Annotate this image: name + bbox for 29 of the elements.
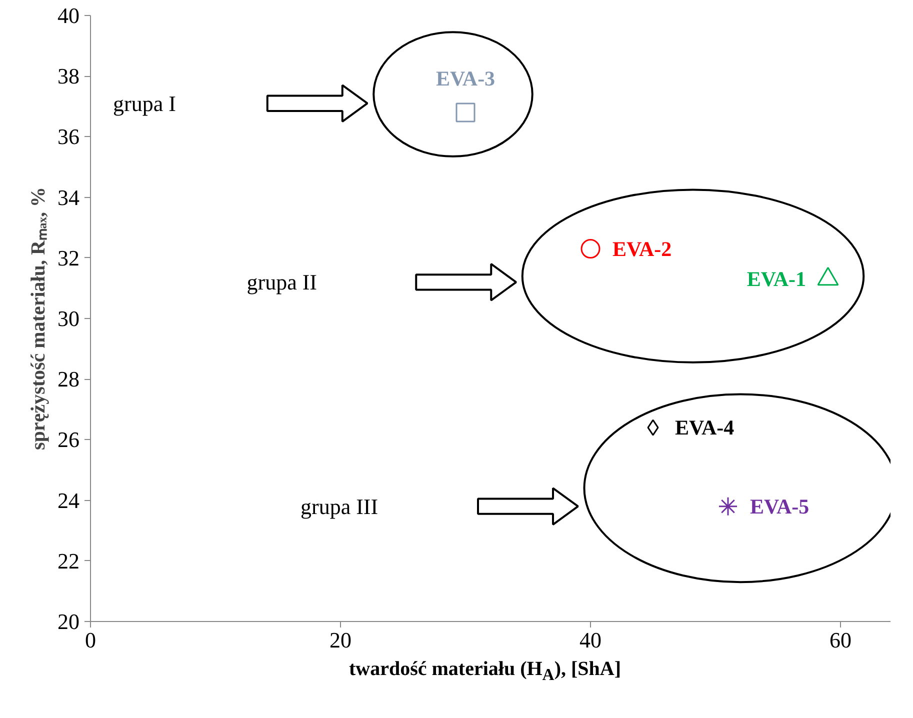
x-tick-label: 40: [580, 628, 602, 652]
point: [580, 239, 600, 259]
x-tick-label: 20: [330, 628, 352, 652]
y-tick-label: 34: [58, 184, 80, 210]
y-tick-label: 32: [58, 245, 80, 270]
y-tick-label: 20: [58, 609, 80, 634]
y-tick-label: 28: [58, 366, 80, 392]
x-tick-label: 60: [830, 628, 852, 652]
y-tick-label: 24: [58, 488, 80, 513]
series-label: EVA-4: [675, 416, 735, 440]
y-tick-label: 36: [58, 124, 80, 150]
y-axis-title: sprężystość materiału, Rₘₐₓ, %: [28, 187, 50, 450]
annotation: grupa III: [300, 494, 378, 519]
y-tick-label: 38: [58, 64, 80, 89]
series-label: EVA-1: [746, 267, 806, 292]
annotation: grupa II: [246, 270, 317, 295]
series-label: EVA-5: [750, 494, 810, 518]
y-tick-label: 30: [58, 306, 80, 331]
annotation: grupa I: [113, 90, 176, 116]
series-label: EVA-3: [436, 66, 496, 90]
y-tick-label: 40: [58, 3, 80, 28]
y-tick-label: 22: [58, 548, 80, 574]
point: [456, 102, 476, 122]
series-label: EVA-2: [612, 236, 672, 261]
x-axis-title: twardość materiału (H$_{A}$), [ShA]: [349, 657, 621, 686]
point: [647, 419, 659, 436]
y-tick-label: 26: [58, 427, 80, 452]
point: [718, 496, 738, 516]
x-tick-label: 0: [85, 628, 96, 652]
